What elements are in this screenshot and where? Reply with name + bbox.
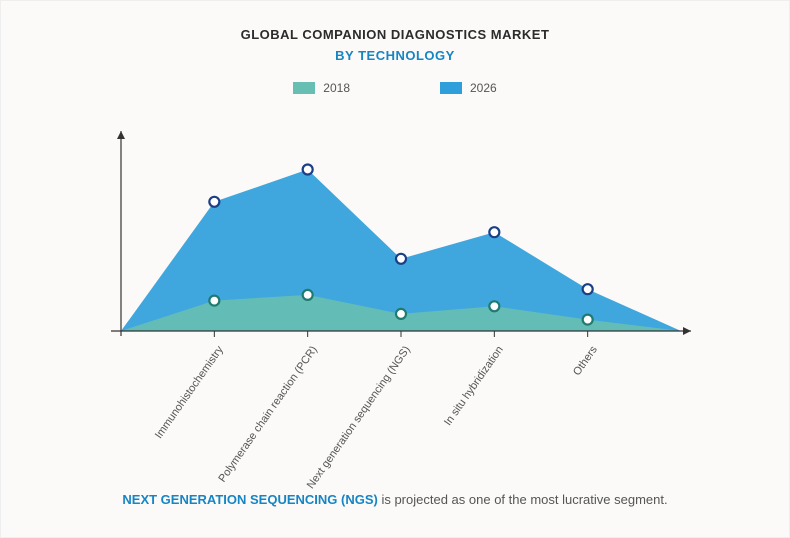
marker-2018-3	[396, 309, 406, 319]
marker-2018-5	[583, 315, 593, 325]
main-title: GLOBAL COMPANION DIAGNOSTICS MARKET	[1, 27, 789, 42]
sub-title: BY TECHNOLOGY	[1, 48, 789, 63]
legend-swatch-2018	[293, 82, 315, 94]
chart-area	[121, 141, 681, 331]
legend-item-2018: 2018	[293, 81, 350, 95]
chart-frame: GLOBAL COMPANION DIAGNOSTICS MARKET BY T…	[0, 0, 790, 538]
legend: 2018 2026	[1, 81, 789, 95]
x-label: Polymerase chain reaction (PCR)	[216, 344, 319, 485]
legend-swatch-2026	[440, 82, 462, 94]
x-label: Next generation sequencing (NGS)	[305, 344, 413, 491]
marker-2026-4	[489, 227, 499, 237]
x-label: In situ hybridization	[442, 344, 506, 428]
footer-rest: is projected as one of the most lucrativ…	[378, 492, 668, 507]
x-label: Others	[571, 344, 600, 378]
marker-2018-1	[209, 296, 219, 306]
x-label: Immunohistochemistry	[153, 344, 226, 441]
marker-2026-2	[303, 165, 313, 175]
footer-emphasis: NEXT GENERATION SEQUENCING (NGS)	[122, 492, 377, 507]
marker-2026-1	[209, 197, 219, 207]
marker-2026-5	[583, 284, 593, 294]
marker-2018-4	[489, 301, 499, 311]
x-axis-labels: ImmunohistochemistryPolymerase chain rea…	[121, 336, 681, 476]
legend-item-2026: 2026	[440, 81, 497, 95]
marker-2018-2	[303, 290, 313, 300]
footer-note: NEXT GENERATION SEQUENCING (NGS) is proj…	[1, 490, 789, 510]
area-chart-svg	[121, 141, 681, 331]
title-block: GLOBAL COMPANION DIAGNOSTICS MARKET BY T…	[1, 1, 789, 63]
legend-label-2026: 2026	[470, 81, 497, 95]
legend-label-2018: 2018	[323, 81, 350, 95]
marker-2026-3	[396, 254, 406, 264]
